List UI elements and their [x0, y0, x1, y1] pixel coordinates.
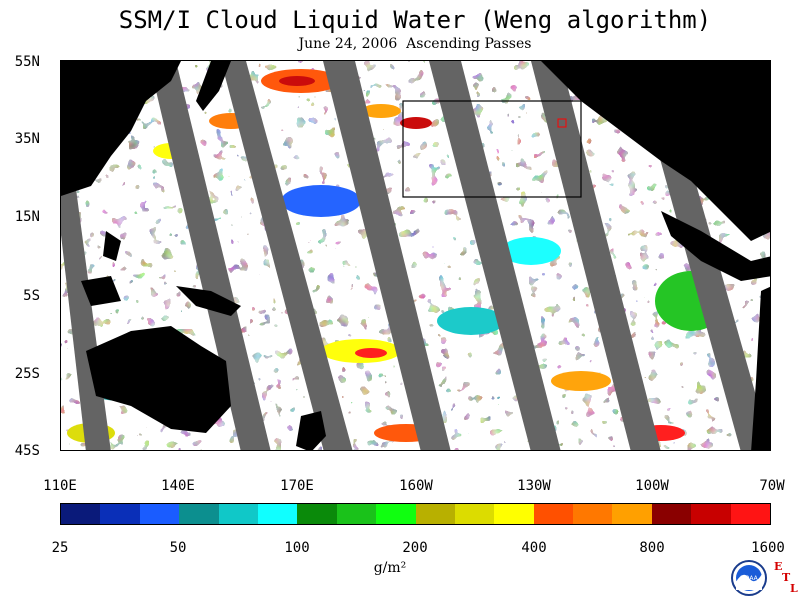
land-south-america — [751, 286, 770, 450]
colorbar-swatch-6 — [257, 504, 298, 524]
chart-subtitle: June 24, 2006 Ascending Passes — [298, 36, 532, 52]
lon-label-140e: 140E — [161, 478, 195, 494]
lon-label-100w: 100W — [635, 478, 669, 494]
land-kamchatka — [196, 61, 231, 111]
colorbar-tick-25: 25 — [51, 540, 69, 556]
lon-label-110e: 110E — [43, 478, 77, 494]
lon-label-130w: 130W — [517, 478, 551, 494]
colorbar-swatch-4 — [179, 504, 219, 524]
swath-gap-4 — [323, 61, 451, 450]
colorbar-tick-200: 200 — [402, 540, 428, 556]
colorbar-swatch-13 — [533, 504, 574, 524]
lon-label-160w: 160W — [399, 478, 433, 494]
swath-gap-3 — [221, 61, 353, 450]
lat-label-5s: 5S — [23, 288, 40, 304]
land-north-america — [541, 61, 770, 241]
colorbar-tick-100: 100 — [284, 540, 310, 556]
etl-letter-t: T — [782, 571, 791, 584]
etl-letter-l: L — [790, 582, 798, 595]
colorbar-tick-400: 400 — [521, 540, 547, 556]
colorbar-swatch-7 — [297, 504, 337, 524]
land-new-guinea — [176, 286, 241, 316]
lat-label-15n: 15N — [14, 209, 40, 225]
colorbar-swatch-8 — [336, 504, 377, 524]
land-masses — [61, 61, 770, 450]
colorbar-swatch-9 — [376, 504, 416, 524]
colorbar-swatch-15 — [612, 504, 652, 524]
map-canvas — [61, 61, 770, 450]
colorbar-swatch-1 — [61, 504, 101, 524]
land-borneo — [81, 276, 121, 306]
colorbar — [60, 503, 771, 525]
lon-label-170e: 170E — [280, 478, 314, 494]
lat-label-55n: 55N — [14, 54, 40, 70]
swath-gap-2 — [149, 61, 271, 450]
colorbar-tick-50: 50 — [169, 540, 187, 556]
land-asia — [61, 61, 181, 196]
lat-label-35n: 35N — [14, 131, 40, 147]
colorbar-swatch-5 — [218, 504, 258, 524]
site-marker — [557, 118, 567, 128]
land-australia — [86, 326, 231, 433]
land-philippines — [103, 231, 121, 261]
colorbar-swatch-10 — [415, 504, 455, 524]
colorbar-tick-1600: 1600 — [751, 540, 785, 556]
colorbar-swatch-17 — [691, 504, 731, 524]
chart-title: SSM/I Cloud Liquid Water (Weng algorithm… — [118, 6, 712, 34]
cloud-liquid-water-map — [60, 60, 771, 451]
analysis-region-box — [402, 100, 582, 198]
colorbar-tick-800: 800 — [639, 540, 665, 556]
colorbar-swatch-3 — [139, 504, 180, 524]
colorbar-swatch-14 — [573, 504, 613, 524]
lat-label-25s: 25S — [14, 366, 40, 382]
colorbar-swatch-11 — [454, 504, 495, 524]
colorbar-swatch-18 — [730, 504, 771, 524]
lat-label-45s: 45S — [14, 443, 40, 459]
colorbar-swatch-12 — [494, 504, 534, 524]
swath-gap-6 — [531, 61, 661, 450]
colorbar-swatch-16 — [651, 504, 692, 524]
noaa-logo: NOAA — [731, 560, 767, 596]
colorbar-swatch-2 — [100, 504, 140, 524]
colorbar-units: g/m² — [373, 560, 407, 576]
swath-gap-5 — [429, 61, 561, 450]
land-new-zealand — [296, 411, 326, 450]
noaa-logo-text: NOAA — [740, 575, 758, 582]
lon-label-70w: 70W — [759, 478, 785, 494]
land-central-america — [661, 211, 770, 281]
etl-letter-e: E — [774, 560, 783, 573]
